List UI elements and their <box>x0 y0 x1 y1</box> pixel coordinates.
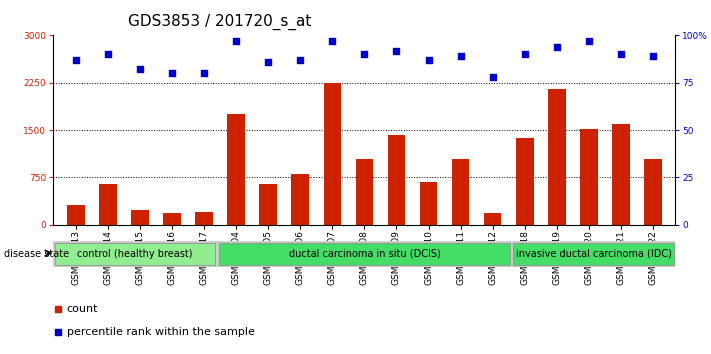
Point <box>615 51 626 57</box>
Point <box>52 329 63 335</box>
Point <box>294 57 306 63</box>
Point <box>262 59 274 65</box>
Bar <box>292 174 309 225</box>
Bar <box>131 210 149 225</box>
Point <box>487 74 498 80</box>
Bar <box>548 89 566 225</box>
Bar <box>419 182 437 225</box>
Bar <box>260 184 277 225</box>
Point <box>423 57 434 63</box>
Point <box>391 48 402 53</box>
Text: control (healthy breast): control (healthy breast) <box>77 249 193 259</box>
Text: ductal carcinoma in situ (DCIS): ductal carcinoma in situ (DCIS) <box>289 249 440 259</box>
Point <box>647 53 658 59</box>
Text: percentile rank within the sample: percentile rank within the sample <box>67 327 255 337</box>
Point <box>455 53 466 59</box>
Point <box>166 70 178 76</box>
Point <box>134 67 146 72</box>
Point <box>198 70 210 76</box>
Bar <box>196 212 213 225</box>
Bar <box>580 129 598 225</box>
Bar <box>324 83 341 225</box>
Point <box>326 38 338 44</box>
Bar <box>67 205 85 225</box>
Point <box>358 51 370 57</box>
Point <box>519 51 530 57</box>
Bar <box>387 135 405 225</box>
Text: count: count <box>67 304 98 314</box>
Bar <box>163 213 181 225</box>
Text: disease state: disease state <box>4 249 69 259</box>
Bar <box>484 213 501 225</box>
FancyBboxPatch shape <box>55 243 215 265</box>
Bar <box>451 159 469 225</box>
Bar <box>612 124 630 225</box>
Bar <box>99 184 117 225</box>
Point <box>583 38 594 44</box>
Point <box>551 44 562 50</box>
Point <box>70 57 82 63</box>
Text: invasive ductal carcinoma (IDC): invasive ductal carcinoma (IDC) <box>515 249 671 259</box>
Bar <box>644 159 662 225</box>
Point <box>230 38 242 44</box>
Bar <box>516 138 533 225</box>
Point <box>52 306 63 312</box>
FancyBboxPatch shape <box>513 243 674 265</box>
Bar <box>228 114 245 225</box>
Bar <box>356 159 373 225</box>
Point <box>102 51 114 57</box>
Text: GDS3853 / 201720_s_at: GDS3853 / 201720_s_at <box>128 14 311 30</box>
FancyBboxPatch shape <box>219 243 510 265</box>
FancyBboxPatch shape <box>53 241 675 267</box>
